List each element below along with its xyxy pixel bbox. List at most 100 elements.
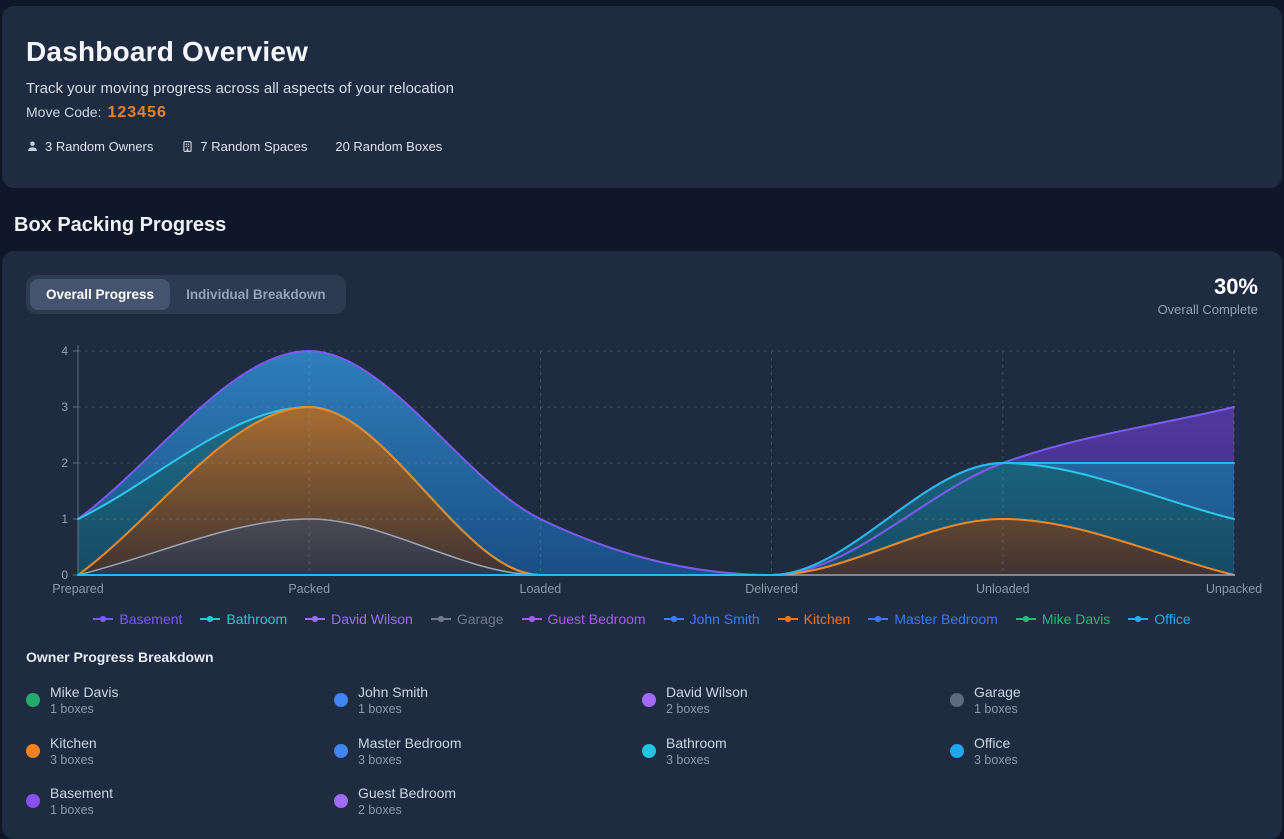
legend-label: Garage <box>456 611 504 628</box>
header-stat: 7 Random Spaces <box>181 139 307 154</box>
header-stat-label: 7 Random Spaces <box>200 139 308 154</box>
breakdown-item-mike-davis: Mike Davis 1 boxes <box>26 683 334 717</box>
header-card: Dashboard Overview Track your moving pro… <box>2 6 1282 188</box>
legend-line-dot-icon <box>200 616 221 623</box>
legend-line-dot-icon <box>1128 616 1149 623</box>
x-tick-label: Prepared <box>52 582 103 596</box>
view-tabs: Overall Progress Individual Breakdown <box>26 275 346 314</box>
overall-percent: 30% <box>1213 274 1258 299</box>
header-stat-label: 20 Random Boxes <box>335 139 443 154</box>
breakdown-name: Guest Bedroom <box>358 785 457 802</box>
chart-card: Overall Progress Individual Breakdown 30… <box>2 251 1282 839</box>
breakdown-count: 1 boxes <box>50 702 94 717</box>
x-tick-label: Unpacked <box>1206 582 1262 596</box>
page-subtitle: Track your moving progress across all as… <box>26 80 454 97</box>
overall-progress-summary: 30% Overall Complete <box>1157 274 1258 318</box>
breakdown-name: John Smith <box>358 684 429 701</box>
legend-label: Guest Bedroom <box>547 611 646 628</box>
legend-item-master-bedroom[interactable]: Master Bedroom <box>868 611 998 628</box>
tab-overall-progress[interactable]: Overall Progress <box>30 279 171 310</box>
overall-caption: Overall Complete <box>1157 302 1258 318</box>
legend-line-dot-icon <box>521 616 542 623</box>
breakdown-name: Bathroom <box>666 734 727 751</box>
owner-breakdown-grid: Mike Davis 1 boxes John Smith 1 boxes David … <box>26 683 1258 826</box>
legend-item-john-smith[interactable]: John Smith <box>663 611 760 628</box>
x-tick-label: Delivered <box>745 582 798 596</box>
breakdown-name: David Wilson <box>666 684 748 701</box>
legend-item-office[interactable]: Office <box>1128 611 1191 628</box>
breakdown-item-guest-bedroom: Guest Bedroom 2 boxes <box>334 784 642 818</box>
person-icon <box>26 140 39 153</box>
legend-line-dot-icon <box>305 616 326 623</box>
breakdown-title: Owner Progress Breakdown <box>26 649 214 666</box>
breakdown-item-garage: Garage 1 boxes <box>950 683 1258 717</box>
breakdown-count: 1 boxes <box>358 702 402 717</box>
legend-item-mike-davis[interactable]: Mike Davis <box>1015 611 1111 628</box>
move-code-value: 123456 <box>107 104 167 121</box>
color-dot-icon <box>642 743 656 758</box>
progress-area-chart[interactable]: 0 1 2 3 4 Prepared Packed Loaded Delivered Unload… <box>26 339 1262 597</box>
move-code: Move Code: 123456 <box>26 104 1258 122</box>
y-tick-label: 0 <box>61 568 68 582</box>
legend-item-bathroom[interactable]: Bathroom <box>200 611 287 627</box>
legend-item-guest-bedroom[interactable]: Guest Bedroom <box>521 611 646 628</box>
legend-item-basement[interactable]: Basement <box>93 611 182 627</box>
move-code-label: Move Code: <box>26 104 102 120</box>
breakdown-count: 2 boxes <box>358 803 402 818</box>
chart-area: 0 1 2 3 4 Prepared Packed Loaded Delivered Unload… <box>26 339 1262 597</box>
breakdown-item-kitchen: Kitchen 3 boxes <box>26 734 334 768</box>
color-dot-icon <box>642 693 656 708</box>
legend-item-david-wilson[interactable]: David Wilson <box>305 611 413 627</box>
header-stat: 20 Random Boxes <box>335 139 442 154</box>
legend-label: Mike Davis <box>1041 611 1111 628</box>
legend-line-dot-icon <box>93 616 114 623</box>
breakdown-item-john-smith: John Smith 1 boxes <box>334 683 642 717</box>
legend-line-dot-icon <box>1015 616 1036 623</box>
legend-item-garage[interactable]: Garage <box>430 611 504 628</box>
building-icon <box>181 140 194 153</box>
card-top: Overall Progress Individual Breakdown 30… <box>26 274 1258 318</box>
breakdown-name: Mike Davis <box>50 684 119 701</box>
legend-line-dot-icon <box>663 616 684 623</box>
legend-line-dot-icon <box>430 616 451 623</box>
color-dot-icon <box>334 693 348 708</box>
y-tick-label: 3 <box>61 400 68 414</box>
legend-label: Office <box>1154 611 1191 628</box>
x-tick-label: Unloaded <box>976 582 1030 596</box>
legend-label: Master Bedroom <box>894 611 998 628</box>
x-tick-label: Packed <box>288 582 330 596</box>
breakdown-item-bathroom: Bathroom 3 boxes <box>642 734 950 768</box>
legend-label: Bathroom <box>226 611 288 628</box>
color-dot-icon <box>334 743 348 758</box>
header-stat-label: 3 Random Owners <box>45 139 154 154</box>
breakdown-item-david-wilson: David Wilson 2 boxes <box>642 683 950 717</box>
breakdown-name: Garage <box>974 684 1021 701</box>
legend-label: Kitchen <box>803 611 851 628</box>
line-violet-band <box>77 350 1235 577</box>
header-stats: 3 Random Owners 7 Random Spaces 20 Random … <box>26 139 1258 154</box>
breakdown-count: 3 boxes <box>974 752 1018 767</box>
breakdown-count: 3 boxes <box>50 752 94 767</box>
legend-line-dot-icon <box>868 616 889 623</box>
legend-label: Basement <box>119 611 183 628</box>
y-tick-label: 2 <box>61 456 68 470</box>
breakdown-name: Master Bedroom <box>358 734 462 751</box>
y-tick-label: 4 <box>61 344 68 358</box>
breakdown-item-basement: Basement 1 boxes <box>26 784 334 818</box>
area-slate-band <box>78 519 1234 576</box>
color-dot-icon <box>950 693 964 708</box>
header-stat: 3 Random Owners <box>26 139 153 154</box>
breakdown-name: Office <box>974 734 1011 751</box>
legend-item-kitchen[interactable]: Kitchen <box>777 611 851 628</box>
color-dot-icon <box>334 794 348 809</box>
breakdown-count: 1 boxes <box>974 702 1018 717</box>
color-dot-icon <box>26 693 40 708</box>
breakdown-count: 3 boxes <box>358 752 402 767</box>
legend-label: John Smith <box>689 611 760 628</box>
breakdown-name: Kitchen <box>50 734 97 751</box>
breakdown-item-master-bedroom: Master Bedroom 3 boxes <box>334 734 642 768</box>
tab-individual-breakdown[interactable]: Individual Breakdown <box>170 279 342 310</box>
breakdown-count: 2 boxes <box>666 702 710 717</box>
page-title: Dashboard Overview <box>26 36 309 67</box>
